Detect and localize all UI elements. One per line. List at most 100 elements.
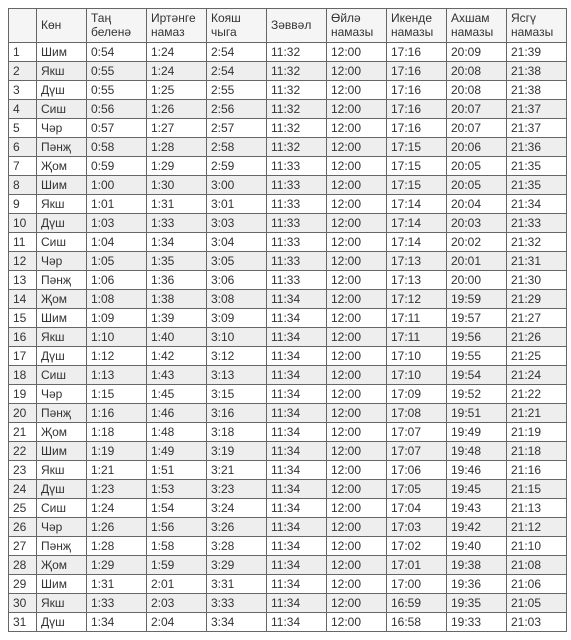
cell-tan: 1:04 <box>87 233 147 252</box>
cell-ike: 17:00 <box>387 575 447 594</box>
cell-koy: 3:21 <box>207 461 267 480</box>
cell-kon: Чәр <box>37 518 87 537</box>
cell-kon: Якш <box>37 195 87 214</box>
cell-kon: Җом <box>37 290 87 309</box>
cell-oyl: 12:00 <box>327 480 387 499</box>
cell-idx: 28 <box>9 556 37 575</box>
cell-akh: 20:05 <box>447 157 507 176</box>
cell-koy: 3:16 <box>207 404 267 423</box>
cell-ike: 17:10 <box>387 347 447 366</box>
cell-tan: 0:59 <box>87 157 147 176</box>
cell-ike: 17:08 <box>387 404 447 423</box>
cell-kon: Пәнҗ <box>37 537 87 556</box>
cell-zav: 11:32 <box>267 138 327 157</box>
cell-oyl: 12:00 <box>327 157 387 176</box>
cell-tan: 1:15 <box>87 385 147 404</box>
cell-irt: 1:29 <box>147 157 207 176</box>
cell-irt: 1:42 <box>147 347 207 366</box>
cell-akh: 20:08 <box>447 62 507 81</box>
cell-irt: 1:58 <box>147 537 207 556</box>
table-row: 20Пәнҗ1:161:463:1611:3412:0017:0819:5121… <box>9 404 567 423</box>
table-row: 9Якш1:011:313:0111:3312:0017:1420:0421:3… <box>9 195 567 214</box>
cell-oyl: 12:00 <box>327 594 387 613</box>
cell-kon: Сиш <box>37 366 87 385</box>
cell-akh: 20:05 <box>447 176 507 195</box>
cell-zav: 11:32 <box>267 62 327 81</box>
cell-yas: 21:08 <box>507 556 567 575</box>
cell-yas: 21:26 <box>507 328 567 347</box>
cell-akh: 19:42 <box>447 518 507 537</box>
cell-zav: 11:33 <box>267 214 327 233</box>
cell-kon: Җом <box>37 556 87 575</box>
cell-idx: 2 <box>9 62 37 81</box>
cell-idx: 6 <box>9 138 37 157</box>
cell-zav: 11:34 <box>267 594 327 613</box>
cell-idx: 16 <box>9 328 37 347</box>
cell-yas: 21:10 <box>507 537 567 556</box>
cell-idx: 17 <box>9 347 37 366</box>
cell-irt: 1:53 <box>147 480 207 499</box>
cell-zav: 11:33 <box>267 195 327 214</box>
cell-tan: 0:55 <box>87 81 147 100</box>
cell-koy: 2:54 <box>207 43 267 62</box>
prayer-times-table: КөнТаңбеленәИртәнгенамазКояшчыгаЗәввәлӨй… <box>8 8 567 632</box>
cell-oyl: 12:00 <box>327 366 387 385</box>
cell-tan: 1:26 <box>87 518 147 537</box>
cell-koy: 3:34 <box>207 613 267 632</box>
cell-yas: 21:37 <box>507 119 567 138</box>
cell-ike: 17:11 <box>387 309 447 328</box>
cell-kon: Җом <box>37 423 87 442</box>
cell-idx: 22 <box>9 442 37 461</box>
cell-ike: 17:15 <box>387 138 447 157</box>
cell-koy: 3:09 <box>207 309 267 328</box>
cell-koy: 3:10 <box>207 328 267 347</box>
cell-kon: Пәнҗ <box>37 271 87 290</box>
cell-zav: 11:34 <box>267 442 327 461</box>
table-row: 14Җом1:081:383:0811:3412:0017:1219:5921:… <box>9 290 567 309</box>
cell-irt: 2:04 <box>147 613 207 632</box>
cell-irt: 1:59 <box>147 556 207 575</box>
cell-irt: 2:03 <box>147 594 207 613</box>
cell-yas: 21:38 <box>507 81 567 100</box>
cell-tan: 1:18 <box>87 423 147 442</box>
cell-oyl: 12:00 <box>327 309 387 328</box>
cell-irt: 1:45 <box>147 385 207 404</box>
table-row: 23Якш1:211:513:2111:3412:0017:0619:4621:… <box>9 461 567 480</box>
cell-kon: Җом <box>37 157 87 176</box>
table-row: 2Якш0:551:242:5411:3212:0017:1620:0821:3… <box>9 62 567 81</box>
cell-yas: 21:39 <box>507 43 567 62</box>
table-row: 18Сиш1:131:433:1311:3412:0017:1019:5421:… <box>9 366 567 385</box>
cell-tan: 1:10 <box>87 328 147 347</box>
cell-yas: 21:24 <box>507 366 567 385</box>
cell-irt: 1:30 <box>147 176 207 195</box>
cell-oyl: 12:00 <box>327 575 387 594</box>
cell-irt: 1:28 <box>147 138 207 157</box>
cell-idx: 10 <box>9 214 37 233</box>
col-header-akh: Ахшамнамазы <box>447 9 507 43</box>
cell-oyl: 12:00 <box>327 195 387 214</box>
cell-akh: 20:08 <box>447 81 507 100</box>
cell-koy: 3:04 <box>207 233 267 252</box>
table-row: 4Сиш0:561:262:5611:3212:0017:1620:0721:3… <box>9 100 567 119</box>
cell-zav: 11:32 <box>267 100 327 119</box>
cell-yas: 21:19 <box>507 423 567 442</box>
cell-zav: 11:34 <box>267 480 327 499</box>
cell-akh: 19:57 <box>447 309 507 328</box>
cell-koy: 3:28 <box>207 537 267 556</box>
cell-akh: 19:55 <box>447 347 507 366</box>
col-header-zav: Зәввәл <box>267 9 327 43</box>
cell-koy: 3:19 <box>207 442 267 461</box>
cell-irt: 1:24 <box>147 43 207 62</box>
cell-kon: Дүш <box>37 480 87 499</box>
cell-idx: 12 <box>9 252 37 271</box>
cell-ike: 17:16 <box>387 43 447 62</box>
cell-tan: 0:54 <box>87 43 147 62</box>
cell-akh: 20:09 <box>447 43 507 62</box>
cell-oyl: 12:00 <box>327 176 387 195</box>
cell-koy: 3:08 <box>207 290 267 309</box>
cell-idx: 14 <box>9 290 37 309</box>
cell-yas: 21:27 <box>507 309 567 328</box>
cell-oyl: 12:00 <box>327 328 387 347</box>
table-row: 11Сиш1:041:343:0411:3312:0017:1420:0221:… <box>9 233 567 252</box>
table-row: 31Дүш1:342:043:3411:3412:0016:5819:3321:… <box>9 613 567 632</box>
